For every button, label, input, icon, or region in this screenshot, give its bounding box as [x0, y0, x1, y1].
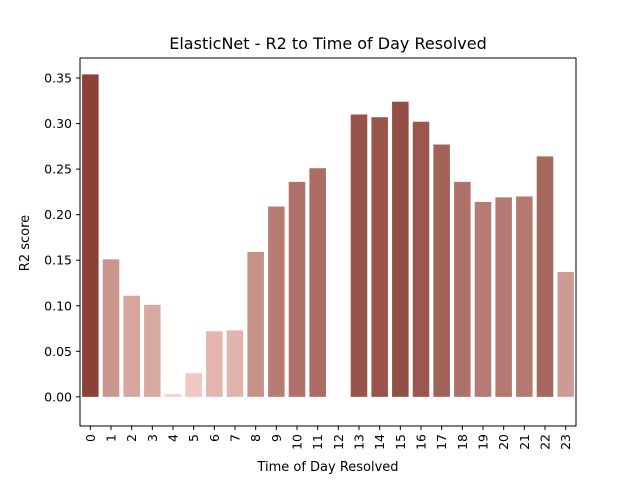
bar-hour-7	[226, 330, 244, 397]
bar-hour-11	[309, 168, 326, 397]
x-tick-label: 11	[310, 434, 325, 450]
bar-hour-1	[102, 259, 120, 397]
bar-hour-8	[247, 252, 264, 397]
x-axis-label: Time of Day Resolved	[256, 460, 398, 475]
bar-hour-20	[495, 197, 512, 397]
y-tick-label: 0.00	[44, 389, 72, 404]
x-tick-label: 9	[269, 434, 284, 442]
x-tick-label: 20	[496, 434, 511, 450]
x-tick-label: 2	[124, 434, 139, 442]
bar-hour-0	[82, 74, 99, 397]
x-tick-label: 10	[290, 434, 305, 450]
x-tick-label: 21	[517, 434, 532, 450]
bar-hour-5	[185, 373, 202, 397]
y-axis: 0.00 0.05 0.10 0.15 0.20 0.25 0.30 0.35	[44, 71, 80, 404]
x-tick-label: 14	[372, 434, 387, 450]
x-tick-label: 0	[83, 434, 98, 442]
bar-hour-13	[350, 114, 368, 397]
y-tick-label: 0.30	[44, 116, 72, 131]
x-tick-label: 5	[186, 434, 201, 442]
plot-area	[79, 57, 577, 427]
y-tick-label: 0.05	[44, 344, 72, 359]
x-tick-label: 7	[228, 434, 243, 442]
x-tick-label: 4	[166, 434, 181, 442]
bar-hour-9	[268, 206, 285, 397]
x-tick-label: 22	[538, 434, 553, 450]
bar-hour-3	[144, 304, 161, 397]
x-tick-label: 18	[455, 434, 470, 450]
bar-hour-6	[206, 331, 223, 397]
bar-hour-16	[412, 121, 430, 397]
y-tick-label: 0.10	[44, 298, 72, 313]
x-tick-label: 6	[207, 434, 222, 442]
y-tick-label: 0.20	[44, 207, 72, 222]
x-tick-label: 23	[558, 434, 573, 450]
y-tick-label: 0.35	[44, 71, 72, 86]
x-tick-label: 12	[331, 434, 346, 450]
bar-hour-2	[123, 295, 140, 397]
x-axis: 0 1 2 3 4 5 6 7 8 9 10 11 12 13 14 15 16 17 18 19 20 21 22 23	[83, 426, 573, 450]
x-tick-label: 3	[145, 434, 160, 442]
x-tick-label: 19	[476, 434, 491, 450]
bar-hour-21	[516, 196, 533, 397]
x-tick-label: 17	[434, 434, 449, 450]
x-tick-label: 13	[352, 434, 367, 450]
bar-hour-4	[164, 394, 182, 397]
bar-hour-22	[536, 156, 554, 397]
x-tick-label: 15	[393, 434, 408, 450]
bar-hour-10	[288, 181, 306, 397]
axes-frame	[79, 57, 577, 427]
x-tick-label: 1	[104, 434, 119, 442]
x-tick-label: 16	[414, 434, 429, 450]
bar-hour-23	[557, 272, 574, 397]
y-tick-label: 0.15	[44, 253, 72, 268]
y-axis-label: R2 score	[18, 215, 33, 271]
bar-hour-19	[474, 201, 492, 397]
bar-hour-18	[454, 181, 471, 397]
x-tick-label: 8	[248, 434, 263, 442]
y-tick-label: 0.25	[44, 162, 72, 177]
bar-hour-17	[433, 144, 450, 397]
bar-hour-14	[371, 117, 388, 397]
bar-hour-15	[392, 101, 409, 397]
chart-title: ElasticNet - R2 to Time of Day Resolved	[169, 34, 486, 53]
